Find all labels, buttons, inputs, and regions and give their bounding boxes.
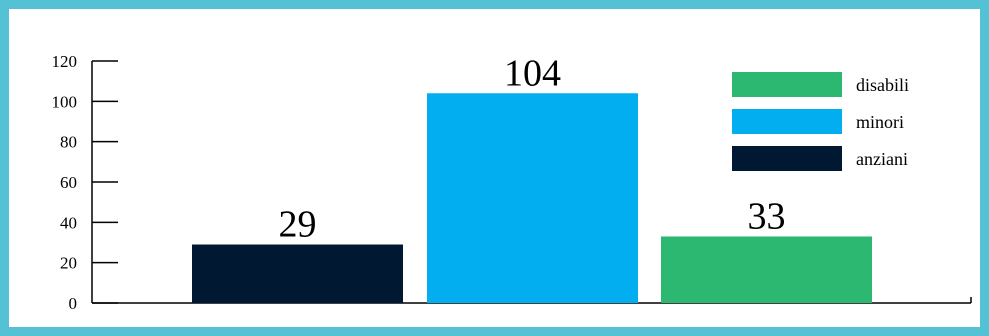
- legend-label-minori: minori: [856, 112, 904, 132]
- bar-anziani: [192, 244, 403, 303]
- y-tick-label: 20: [60, 254, 77, 273]
- data-label-minori: 104: [504, 52, 561, 94]
- legend-label-anziani: anziani: [856, 149, 908, 169]
- data-label-disabili: 33: [748, 195, 786, 237]
- bar-minori: [427, 93, 638, 304]
- data-label-anziani: 29: [279, 204, 317, 246]
- legend-label-disabili: disabili: [856, 75, 909, 95]
- legend-swatch-disabili: [732, 72, 842, 97]
- y-axis: 0 20 40 60 80 100 120: [52, 52, 118, 313]
- data-labels-group: 29 104 33: [279, 52, 786, 245]
- legend-swatch-minori: [732, 109, 842, 134]
- y-tick-label: 40: [60, 213, 77, 232]
- y-tick-label: 100: [52, 92, 78, 111]
- bar-disabili: [661, 236, 872, 303]
- legend-swatch-anziani: [732, 146, 842, 171]
- y-tick-label: 80: [60, 133, 77, 152]
- bars-group: [192, 93, 872, 304]
- y-tick-label: 120: [52, 52, 78, 71]
- y-tick-label: 60: [60, 173, 77, 192]
- y-tick-label: 0: [69, 294, 78, 313]
- legend: disabili minori anziani: [732, 72, 909, 171]
